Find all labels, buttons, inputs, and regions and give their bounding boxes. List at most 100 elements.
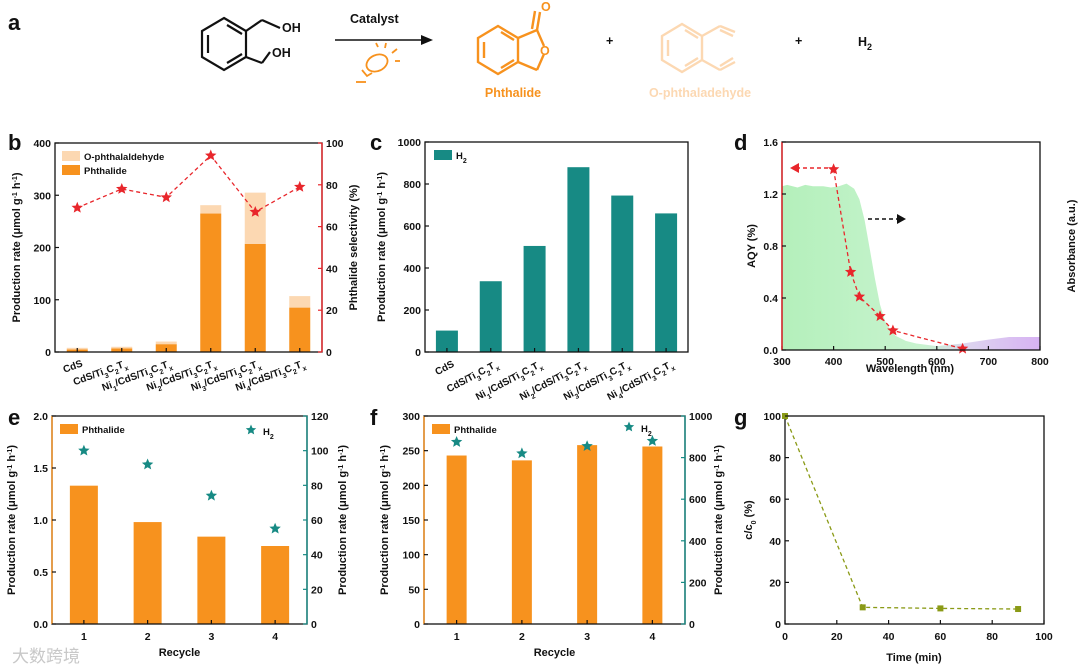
xtick-label: 4	[272, 631, 278, 643]
legend-swatch-phthalide	[60, 424, 78, 434]
e-y2label: Production rate (μmol g-1 h-1)	[337, 445, 349, 595]
xtick-label: CdS	[62, 358, 85, 375]
g-plot-frame	[784, 415, 1045, 625]
panel-label-e: e	[8, 405, 20, 430]
aqy-line	[832, 169, 963, 350]
e-y2tick-label: 80	[311, 480, 323, 492]
e-y2tick-label: 120	[311, 411, 329, 423]
f-y2tick-label: 600	[689, 494, 707, 506]
aqy-point	[853, 290, 866, 302]
e-ytick-label: 0.5	[33, 567, 48, 579]
bar-h2	[435, 330, 458, 352]
o-phthalaldehyde-label: O-phthaladehyde	[649, 86, 751, 100]
aqy-point	[887, 324, 899, 336]
d-xtick-label: 400	[825, 356, 843, 368]
h2-point	[450, 436, 463, 447]
phthalide-label: Phthalide	[485, 86, 541, 100]
d-ytick-label: 0.8	[763, 241, 778, 253]
bar-phthalide	[261, 546, 290, 624]
hydrogen-product: H2	[858, 35, 872, 52]
selectivity-line	[76, 154, 301, 213]
legend-swatch-o-phthalaldehyde	[62, 151, 80, 161]
xtick-label: 4	[649, 631, 655, 643]
xtick-label: CdS	[434, 359, 457, 378]
bar-o-phthalaldehyde	[244, 192, 266, 244]
plus-sign-1: +	[606, 34, 613, 48]
h2-point	[205, 489, 218, 501]
f-ytick-label: 100	[402, 550, 420, 562]
e-y2tick-label: 20	[311, 584, 323, 596]
d-xtick-label: 600	[928, 356, 946, 368]
concentration-line	[784, 415, 1019, 610]
b-y2tick-label: 100	[326, 138, 344, 150]
panel-label-b: b	[8, 130, 21, 155]
b-ytick-label: 400	[33, 138, 51, 150]
phthalide-structure	[476, 10, 546, 76]
g-xtick-label: 20	[831, 631, 843, 643]
e-y2tick-label: 60	[311, 515, 323, 527]
legend-label-phthalide: Phthalide	[84, 166, 127, 177]
lightbulb-icon	[356, 42, 400, 83]
f-ytick-label: 0	[414, 619, 420, 631]
e-ytick-label: 2.0	[33, 411, 48, 423]
e-ylabel: Production rate (μmol g-1 h-1)	[6, 445, 18, 595]
f-y2label: Production rate (μmol g-1 h-1)	[713, 445, 725, 595]
g-ytick-label: 0	[775, 619, 781, 631]
arrow-label: Catalyst	[350, 12, 399, 26]
g-xtick-label: 40	[883, 631, 895, 643]
o-phthalaldehyde-structure	[660, 22, 736, 74]
d-xtick-label: 500	[876, 356, 894, 368]
b-y2tick-label: 60	[326, 222, 338, 234]
bar-phthalide	[511, 460, 532, 624]
bar-phthalide	[200, 213, 222, 352]
legend-star-h2	[245, 424, 257, 435]
bar-phthalide	[244, 243, 266, 352]
panel-label-g: g	[734, 405, 747, 430]
reactant-structure	[200, 16, 281, 72]
d-xtick-label: 800	[1031, 356, 1049, 368]
bar-o-phthalaldehyde	[155, 341, 177, 345]
c-ylabel: Production rate (μmol g-1 h-1)	[376, 172, 388, 322]
concentration-point	[1015, 606, 1022, 613]
aqy-axis-arrowhead	[790, 163, 799, 173]
b-y2tick-label: 0	[326, 347, 332, 359]
c-ytick-label: 0	[415, 347, 421, 359]
f-ytick-label: 50	[408, 584, 420, 596]
d-ytick-label: 0.4	[763, 293, 778, 305]
bar-phthalide	[289, 307, 311, 352]
g-xlabel: Time (min)	[886, 652, 942, 664]
legend-label-h2: H2	[641, 424, 652, 438]
absorbance-axis-arrowhead	[897, 214, 906, 224]
g-ytick-label: 40	[769, 536, 781, 548]
h2-point	[646, 435, 659, 446]
selectivity-point	[249, 206, 261, 217]
bar-h2	[655, 213, 678, 352]
b-ytick-label: 100	[33, 295, 51, 307]
f-xlabel: Recycle	[534, 647, 576, 659]
b-ytick-label: 300	[33, 190, 51, 202]
bar-h2	[567, 167, 590, 352]
reactant-oh-bottom: OH	[272, 46, 291, 60]
b-ytick-label: 200	[33, 243, 51, 255]
bar-o-phthalaldehyde	[200, 205, 222, 214]
plus-sign-2: +	[795, 34, 802, 48]
g-ytick-label: 60	[769, 494, 781, 506]
g-xtick-label: 0	[782, 631, 788, 643]
legend-label-h2: H2	[263, 427, 274, 441]
f-y2tick-label: 200	[689, 577, 707, 589]
bar-phthalide	[446, 455, 467, 624]
panel-d-chart: d 300 400 500 600 700 800 0.0 0.4 0.8 1.2 1.6 Wavele…	[734, 130, 1078, 375]
selectivity-point	[71, 201, 83, 213]
bar-phthalide	[642, 446, 663, 624]
bar-phthalide	[69, 485, 98, 624]
c-ytick-label: 600	[403, 221, 421, 233]
d-xtick-label: 300	[773, 356, 791, 368]
e-y2tick-label: 100	[311, 446, 329, 458]
d-xtick-label: 700	[980, 356, 998, 368]
panel-e-chart: e 1 2 3 4 0.0 0.5 1.0 1.5 2.0 0 20 40 60 80 100 120 Recyc…	[6, 405, 349, 659]
h2-point	[269, 522, 281, 534]
g-ytick-label: 100	[763, 411, 781, 423]
g-ytick-label: 80	[769, 453, 781, 465]
f-y2tick-label: 1000	[689, 411, 713, 423]
